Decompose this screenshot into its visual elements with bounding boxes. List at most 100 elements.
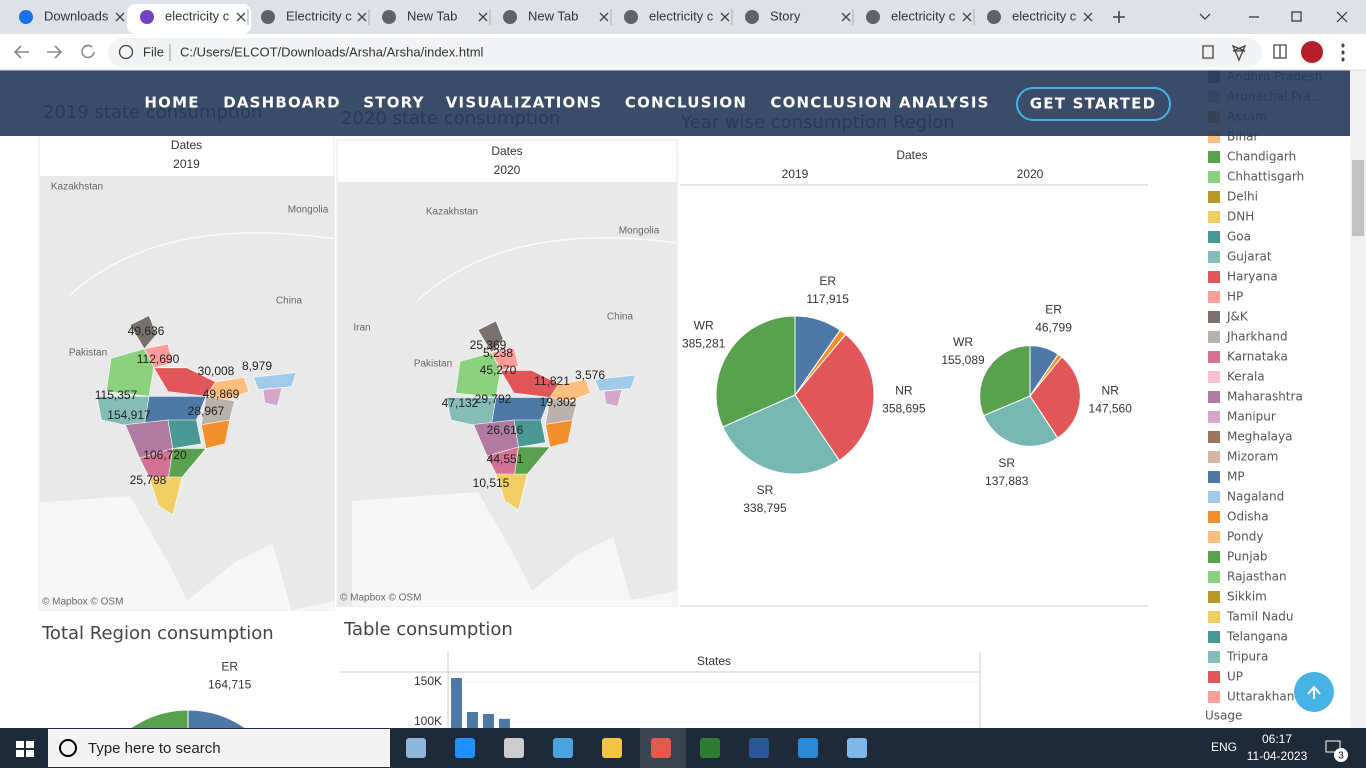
state-region [205,376,250,402]
state-label: 106,720 [143,448,187,462]
state-label: 44,551 [487,452,524,466]
legend-mask [1200,705,1320,728]
get-started-label[interactable]: GET STARTED [1030,95,1157,113]
taskbar-app[interactable] [553,738,573,758]
legend-item[interactable]: Uttarakhand [1227,690,1302,704]
legend-item[interactable]: Chhattisgarh [1227,170,1304,184]
pie-label: ER [221,660,238,674]
address-bar[interactable] [108,38,1262,67]
legend-item[interactable]: Chandigarh [1227,150,1296,164]
address-url[interactable]: C:/Users/ELCOT/Downloads/Arsha/Arsha/ind… [180,44,484,59]
tab-close[interactable] [115,12,125,22]
tab-close[interactable] [478,12,488,22]
tab-title[interactable]: electricity c [1012,8,1077,23]
tab-close[interactable] [599,12,609,22]
state-region [545,419,573,448]
legend-item[interactable]: Meghalaya [1227,430,1292,444]
legend-item[interactable]: Karnataka [1227,350,1288,364]
legend-item[interactable]: Tamil Nadu [1226,610,1293,624]
legend-item[interactable]: Goa [1227,230,1251,244]
nav-link[interactable]: DASHBOARD [223,94,341,112]
legend-item[interactable]: Telangana [1226,630,1288,644]
new-tab[interactable] [1113,11,1125,23]
tab-close[interactable] [1083,12,1093,22]
tab-title[interactable]: New Tab [528,8,578,23]
state-region [477,320,504,354]
search-placeholder[interactable]: Type here to search [88,740,221,757]
taskbar-app[interactable] [602,738,622,758]
legend-swatch [1208,571,1220,583]
pie-value: 385,281 [682,337,726,351]
legend-swatch [1208,271,1220,283]
taskbar-app[interactable] [798,738,818,758]
taskbar-app[interactable] [504,738,524,758]
legend-swatch [1208,351,1220,363]
tab-close[interactable] [720,12,730,22]
window-controls[interactable] [1199,11,1348,23]
taskbar-app[interactable] [455,738,475,758]
legend-swatch [1208,391,1220,403]
legend-item[interactable]: Odisha [1227,510,1269,524]
legend-item[interactable]: HP [1227,290,1243,304]
profile-avatar[interactable] [1301,41,1323,63]
taskbar-app[interactable] [847,738,867,758]
nav-link[interactable]: HOME [144,94,199,112]
tab-close[interactable] [962,12,972,22]
pie-value: 137,883 [985,474,1029,488]
country-label: Mongolia [288,205,329,216]
legend-item[interactable]: DNH [1227,210,1254,224]
tab-title[interactable]: electricity c [891,8,956,23]
search-box[interactable] [48,729,390,767]
legend-item[interactable]: Gujarat [1227,250,1272,264]
legend-item[interactable]: Punjab [1227,550,1268,564]
state-label: 30,008 [198,364,235,378]
taskbar-app[interactable] [749,738,769,758]
nav-link[interactable]: CONCLUSION ANALYSIS [770,94,989,112]
legend-item[interactable]: Jharkhand [1226,330,1288,344]
pie-label: WR [694,319,714,333]
tab-title[interactable]: Electricity c [286,8,352,23]
state-region [594,374,636,392]
pie-value: 147,560 [1089,401,1133,415]
pie-slice [794,333,875,462]
legend-item[interactable]: Pondy [1227,530,1263,544]
legend-item[interactable]: J&K [1226,310,1249,324]
tab-title[interactable]: electricity c [649,8,714,23]
tab-title[interactable]: Downloads [44,8,109,23]
state-label: 5,238 [483,346,513,360]
legend-item[interactable]: Rajasthan [1227,570,1287,584]
nav-link[interactable]: CONCLUSION [625,94,747,112]
legend-item[interactable]: Maharashtra [1227,390,1303,404]
legend-item[interactable]: MP [1227,470,1245,484]
legend-item[interactable]: Delhi [1227,190,1258,204]
legend-item[interactable]: Manipur [1227,410,1276,424]
tab-close[interactable] [236,12,246,22]
legend-item[interactable]: Haryana [1227,270,1278,284]
taskbar-app[interactable] [651,738,671,758]
taskbar-app[interactable] [700,738,720,758]
legend-item[interactable]: UP [1227,670,1243,684]
tab-title[interactable]: Story [770,8,801,23]
nav-buttons[interactable] [13,44,95,59]
nav-link[interactable]: STORY [363,94,424,112]
legend-item[interactable]: Nagaland [1227,490,1284,504]
legend-swatch [1208,211,1220,223]
scrollbar-thumb[interactable] [1352,160,1364,236]
get-started-button[interactable] [1016,87,1171,121]
map: Kazakhstan Mongolia China Pakistan 49,636 112… [40,176,334,610]
tab-close[interactable] [357,12,367,22]
start-button[interactable] [16,741,34,757]
tab-title[interactable]: electricity c [165,8,230,23]
legend-swatch [1208,191,1220,203]
nav-link[interactable]: VISUALIZATIONS [446,94,603,112]
tab-title[interactable]: New Tab [407,8,457,23]
legend-item[interactable]: Mizoram [1227,450,1278,464]
legend-item[interactable]: Tripura [1226,650,1268,664]
legend-swatch [1208,311,1220,323]
taskbar-app[interactable] [406,738,426,758]
legend-item[interactable]: Sikkim [1227,590,1267,604]
legend-item[interactable]: Kerala [1227,370,1265,384]
legend-swatch [1208,471,1220,483]
tab-close[interactable] [841,12,851,22]
